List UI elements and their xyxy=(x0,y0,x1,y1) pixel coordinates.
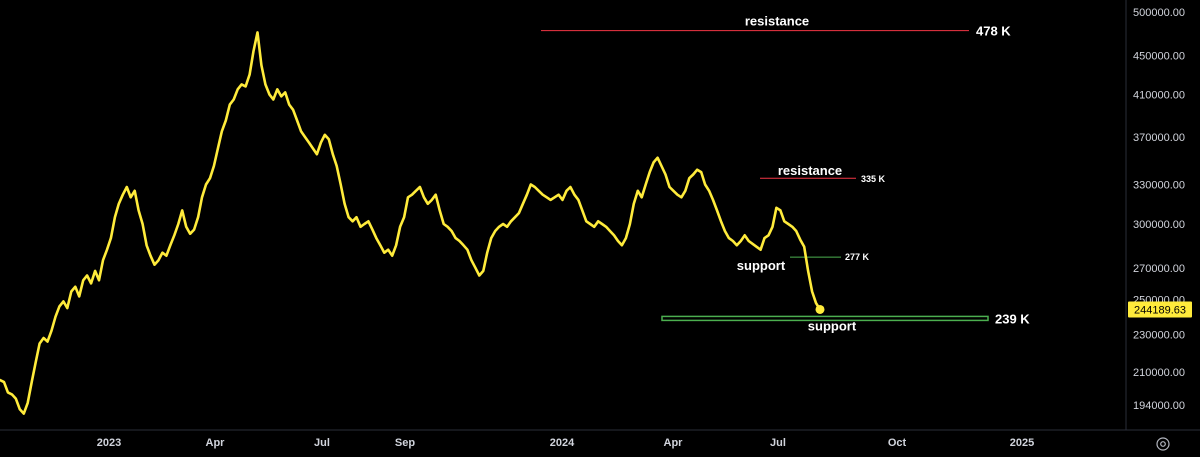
support-value-bottom: 239 K xyxy=(995,311,1030,326)
x-tick-label: Oct xyxy=(888,437,907,449)
x-tick-label: Jul xyxy=(314,437,330,449)
y-tick-label: 270000.00 xyxy=(1133,263,1185,275)
y-tick-label: 210000.00 xyxy=(1133,367,1185,379)
resistance-label-top: resistance xyxy=(745,14,809,29)
last-price-badge xyxy=(1128,301,1192,318)
support-zone-239k[interactable] xyxy=(661,315,989,322)
time-axis[interactable]: 2023 Apr Jul Sep 2024 Apr Jul Oct 2025 xyxy=(97,437,1034,449)
y-tick-label: 230000.00 xyxy=(1133,329,1185,341)
x-tick-label: 2025 xyxy=(1010,437,1034,449)
last-price-label: 244189.63 xyxy=(1134,304,1186,316)
support-label-bottom: support xyxy=(808,318,857,333)
resistance-value-top: 478 K xyxy=(976,24,1011,39)
x-tick-label: Sep xyxy=(395,437,415,449)
resistance-label-mid: resistance xyxy=(778,163,842,178)
x-tick-label: 2024 xyxy=(550,437,575,449)
x-tick-label: Apr xyxy=(664,437,684,449)
y-tick-label: 450000.00 xyxy=(1133,51,1185,63)
support-label-mid: support xyxy=(737,258,786,273)
price-axis[interactable]: 500000.00 450000.00 410000.00 370000.00 3300… xyxy=(1133,7,1185,412)
y-tick-label: 370000.00 xyxy=(1133,132,1185,144)
last-price-dot xyxy=(815,304,825,314)
resistance-value-mid: 335 K xyxy=(861,174,886,184)
x-tick-label: Jul xyxy=(770,437,786,449)
y-tick-label: 330000.00 xyxy=(1133,179,1185,191)
y-tick-label: 300000.00 xyxy=(1133,219,1185,231)
gear-icon[interactable] xyxy=(1156,437,1170,451)
y-tick-label: 410000.00 xyxy=(1133,89,1185,101)
x-tick-label: Apr xyxy=(206,437,226,449)
price-series-line xyxy=(0,31,822,415)
x-tick-label: 2023 xyxy=(97,437,121,449)
y-tick-label: 194000.00 xyxy=(1133,400,1185,412)
support-value-mid: 277 K xyxy=(845,252,870,262)
y-tick-label: 500000.00 xyxy=(1133,7,1185,19)
